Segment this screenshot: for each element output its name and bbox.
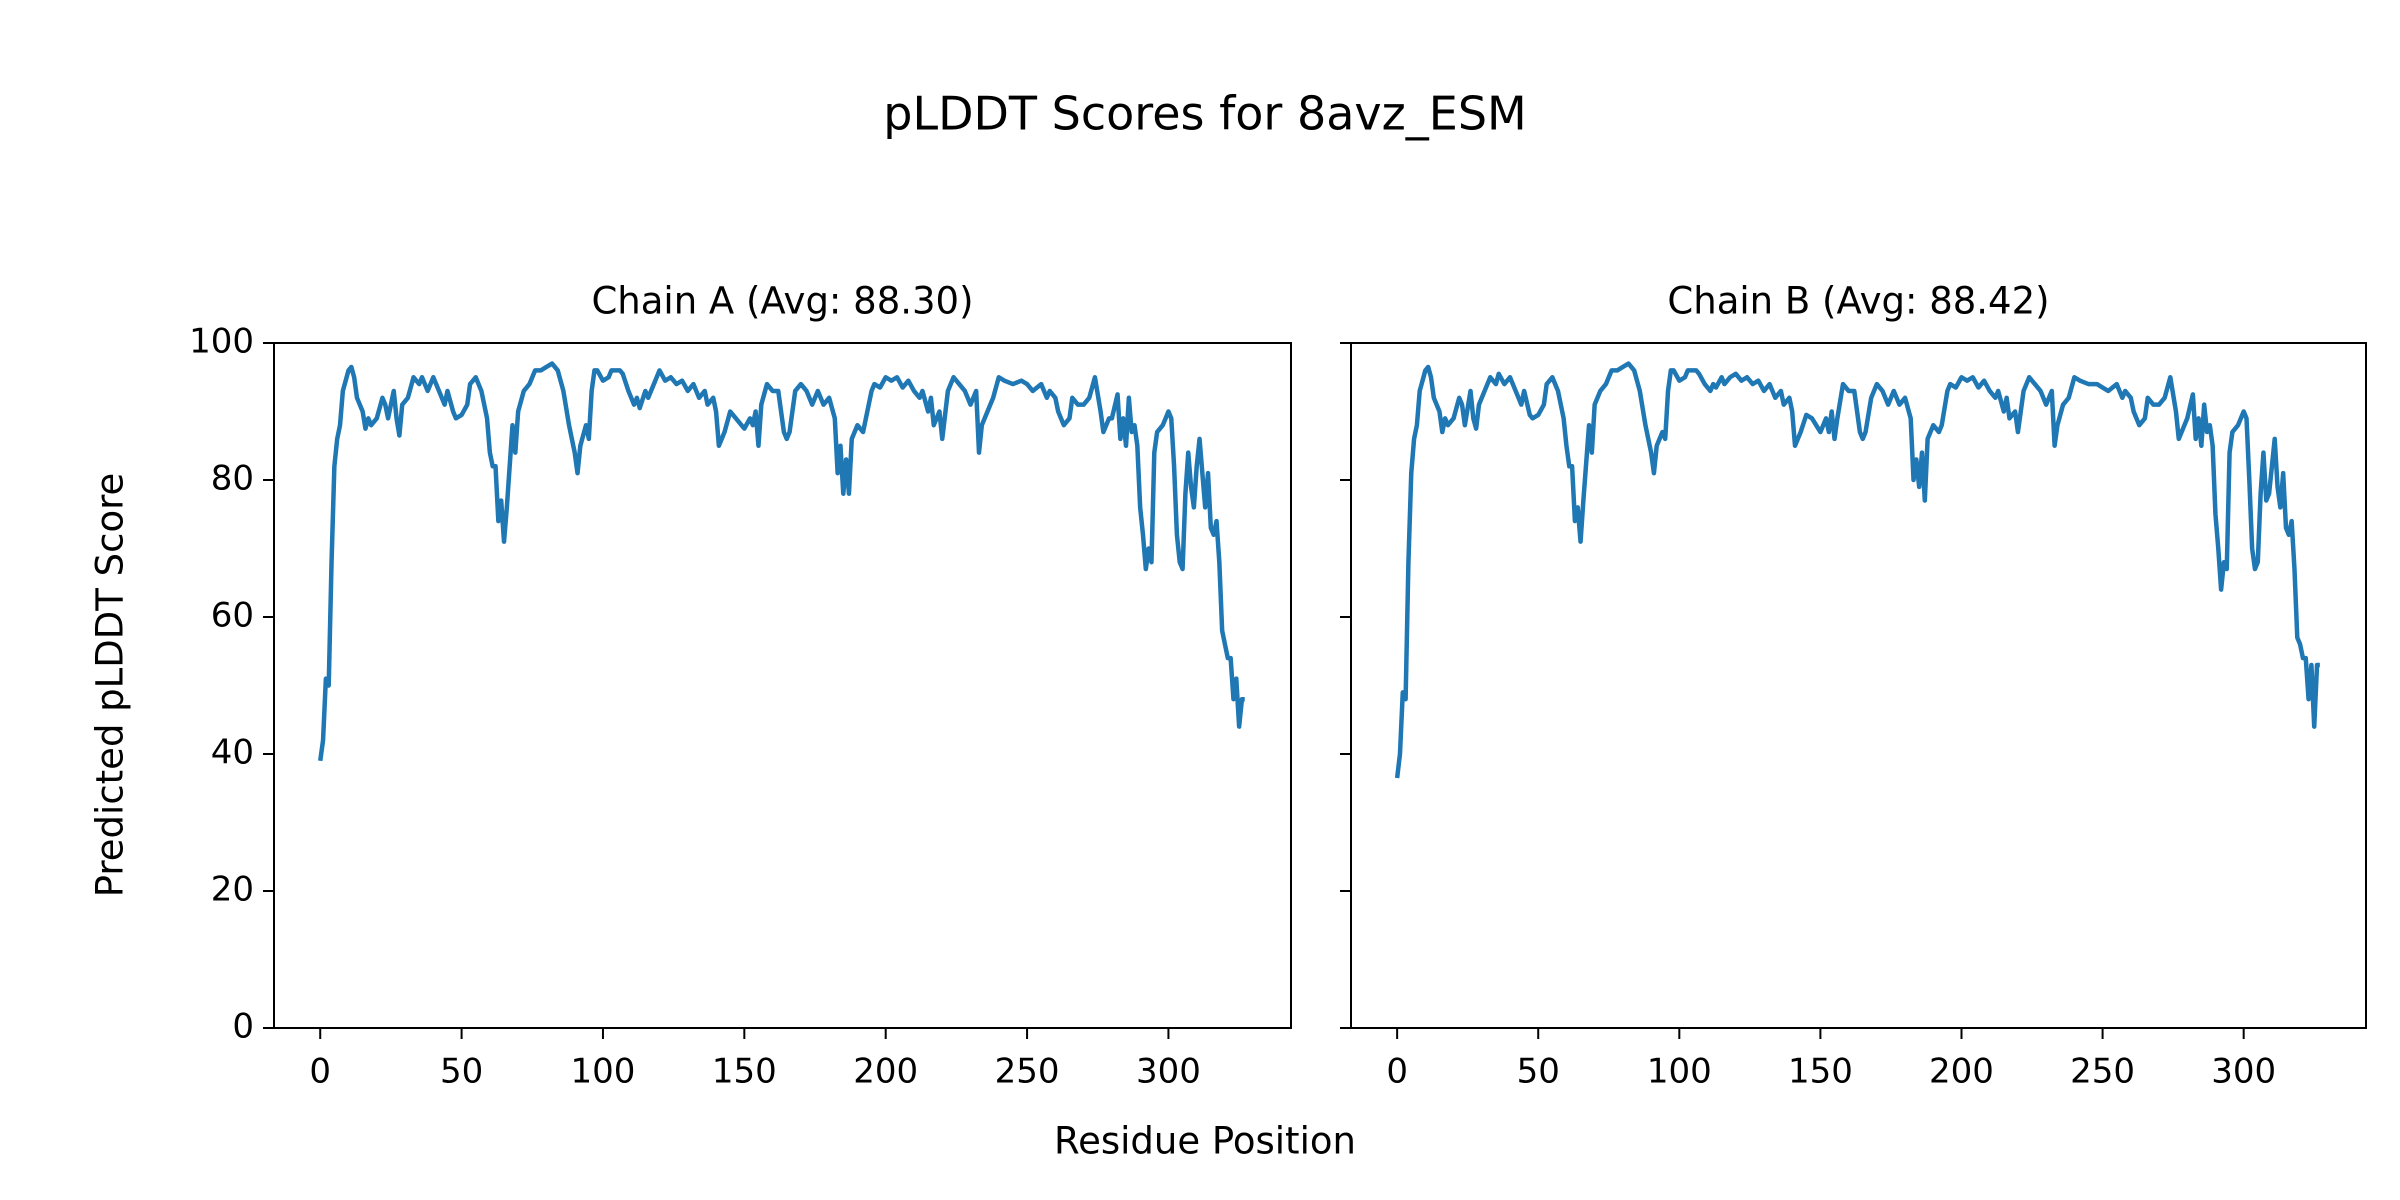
x-tick-label: 100	[571, 1052, 636, 1092]
x-tick-label: 0	[309, 1052, 331, 1092]
x-tick-label: 50	[440, 1052, 483, 1092]
y-tick-label: 80	[211, 459, 254, 499]
figure-title: pLDDT Scores for 8avz_ESM	[883, 87, 1526, 141]
x-tick-label: 150	[1788, 1052, 1853, 1092]
y-tick-label: 40	[211, 733, 254, 773]
x-tick-label: 200	[853, 1052, 918, 1092]
y-tick-label: 100	[189, 322, 254, 362]
axes-frame	[273, 342, 1292, 1029]
score-line	[318, 361, 1245, 762]
x-tick-label: 300	[1136, 1052, 1201, 1092]
y-axis-label: Predicted pLDDT Score	[89, 473, 132, 898]
x-tick-label: 250	[2070, 1052, 2135, 1092]
x-tick-label: 50	[1517, 1052, 1560, 1092]
x-tick-label: 300	[2211, 1052, 2276, 1092]
y-tick-label: 60	[211, 596, 254, 636]
y-tick-label: 20	[211, 870, 254, 910]
x-axis-label: Residue Position	[1054, 1120, 1356, 1163]
x-tick-label: 0	[1386, 1052, 1408, 1092]
y-tick-label: 0	[232, 1007, 254, 1047]
x-tick-label: 100	[1647, 1052, 1712, 1092]
panel-title: Chain A (Avg: 88.30)	[591, 280, 973, 323]
x-tick-label: 250	[995, 1052, 1060, 1092]
x-tick-label: 200	[1929, 1052, 1994, 1092]
score-line	[1394, 361, 2320, 779]
x-tick-label: 150	[712, 1052, 777, 1092]
axes-frame	[1350, 342, 2367, 1029]
panel-title: Chain B (Avg: 88.42)	[1667, 280, 2049, 323]
